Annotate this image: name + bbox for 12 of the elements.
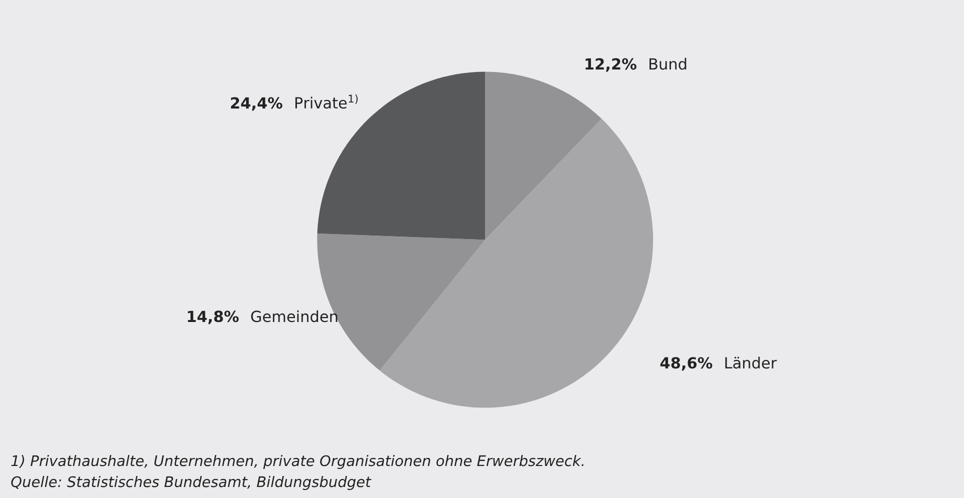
pie-slice bbox=[380, 118, 654, 408]
pie-slice bbox=[485, 72, 602, 240]
data-label: 12,2% bbox=[586, 58, 636, 72]
slice-label: Länder bbox=[725, 356, 777, 369]
source-note: Quelle: Statistisches Bundesamt, Bildungsbudget bbox=[11, 476, 372, 490]
text: 1) Privathaushalte, Unternehmen, private Organisationen ohne Erwerbszweck. bbox=[11, 454, 584, 470]
data-label: 24,4% bbox=[231, 97, 282, 111]
slice-label: Bund bbox=[650, 58, 686, 70]
data-label: 48,6% bbox=[660, 357, 712, 371]
slice-label: Private$^{1)}$ bbox=[295, 94, 358, 109]
data-label: 14,8% bbox=[188, 310, 239, 324]
slice-label: Gemeinden bbox=[251, 310, 338, 322]
